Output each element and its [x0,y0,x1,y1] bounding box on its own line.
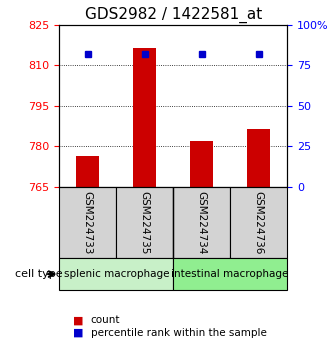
Bar [77,156,99,187]
Title: GDS2982 / 1422581_at: GDS2982 / 1422581_at [84,7,262,23]
Text: GSM224733: GSM224733 [83,190,93,254]
Text: GSM224735: GSM224735 [140,190,150,254]
Text: ■: ■ [73,315,83,325]
Bar [190,141,213,187]
Text: ■: ■ [73,328,83,338]
Bar [133,48,156,187]
Text: count: count [91,315,120,325]
Text: GSM224736: GSM224736 [254,190,264,254]
Text: percentile rank within the sample: percentile rank within the sample [91,328,267,338]
Text: intestinal macrophage: intestinal macrophage [172,269,289,279]
FancyBboxPatch shape [59,187,116,258]
Text: cell type: cell type [15,269,62,279]
FancyBboxPatch shape [173,187,230,258]
Text: splenic macrophage: splenic macrophage [64,269,169,279]
Bar [247,129,270,187]
FancyBboxPatch shape [116,187,173,258]
FancyBboxPatch shape [173,258,287,290]
FancyBboxPatch shape [59,258,173,290]
FancyBboxPatch shape [230,187,287,258]
Text: GSM224734: GSM224734 [197,190,207,254]
